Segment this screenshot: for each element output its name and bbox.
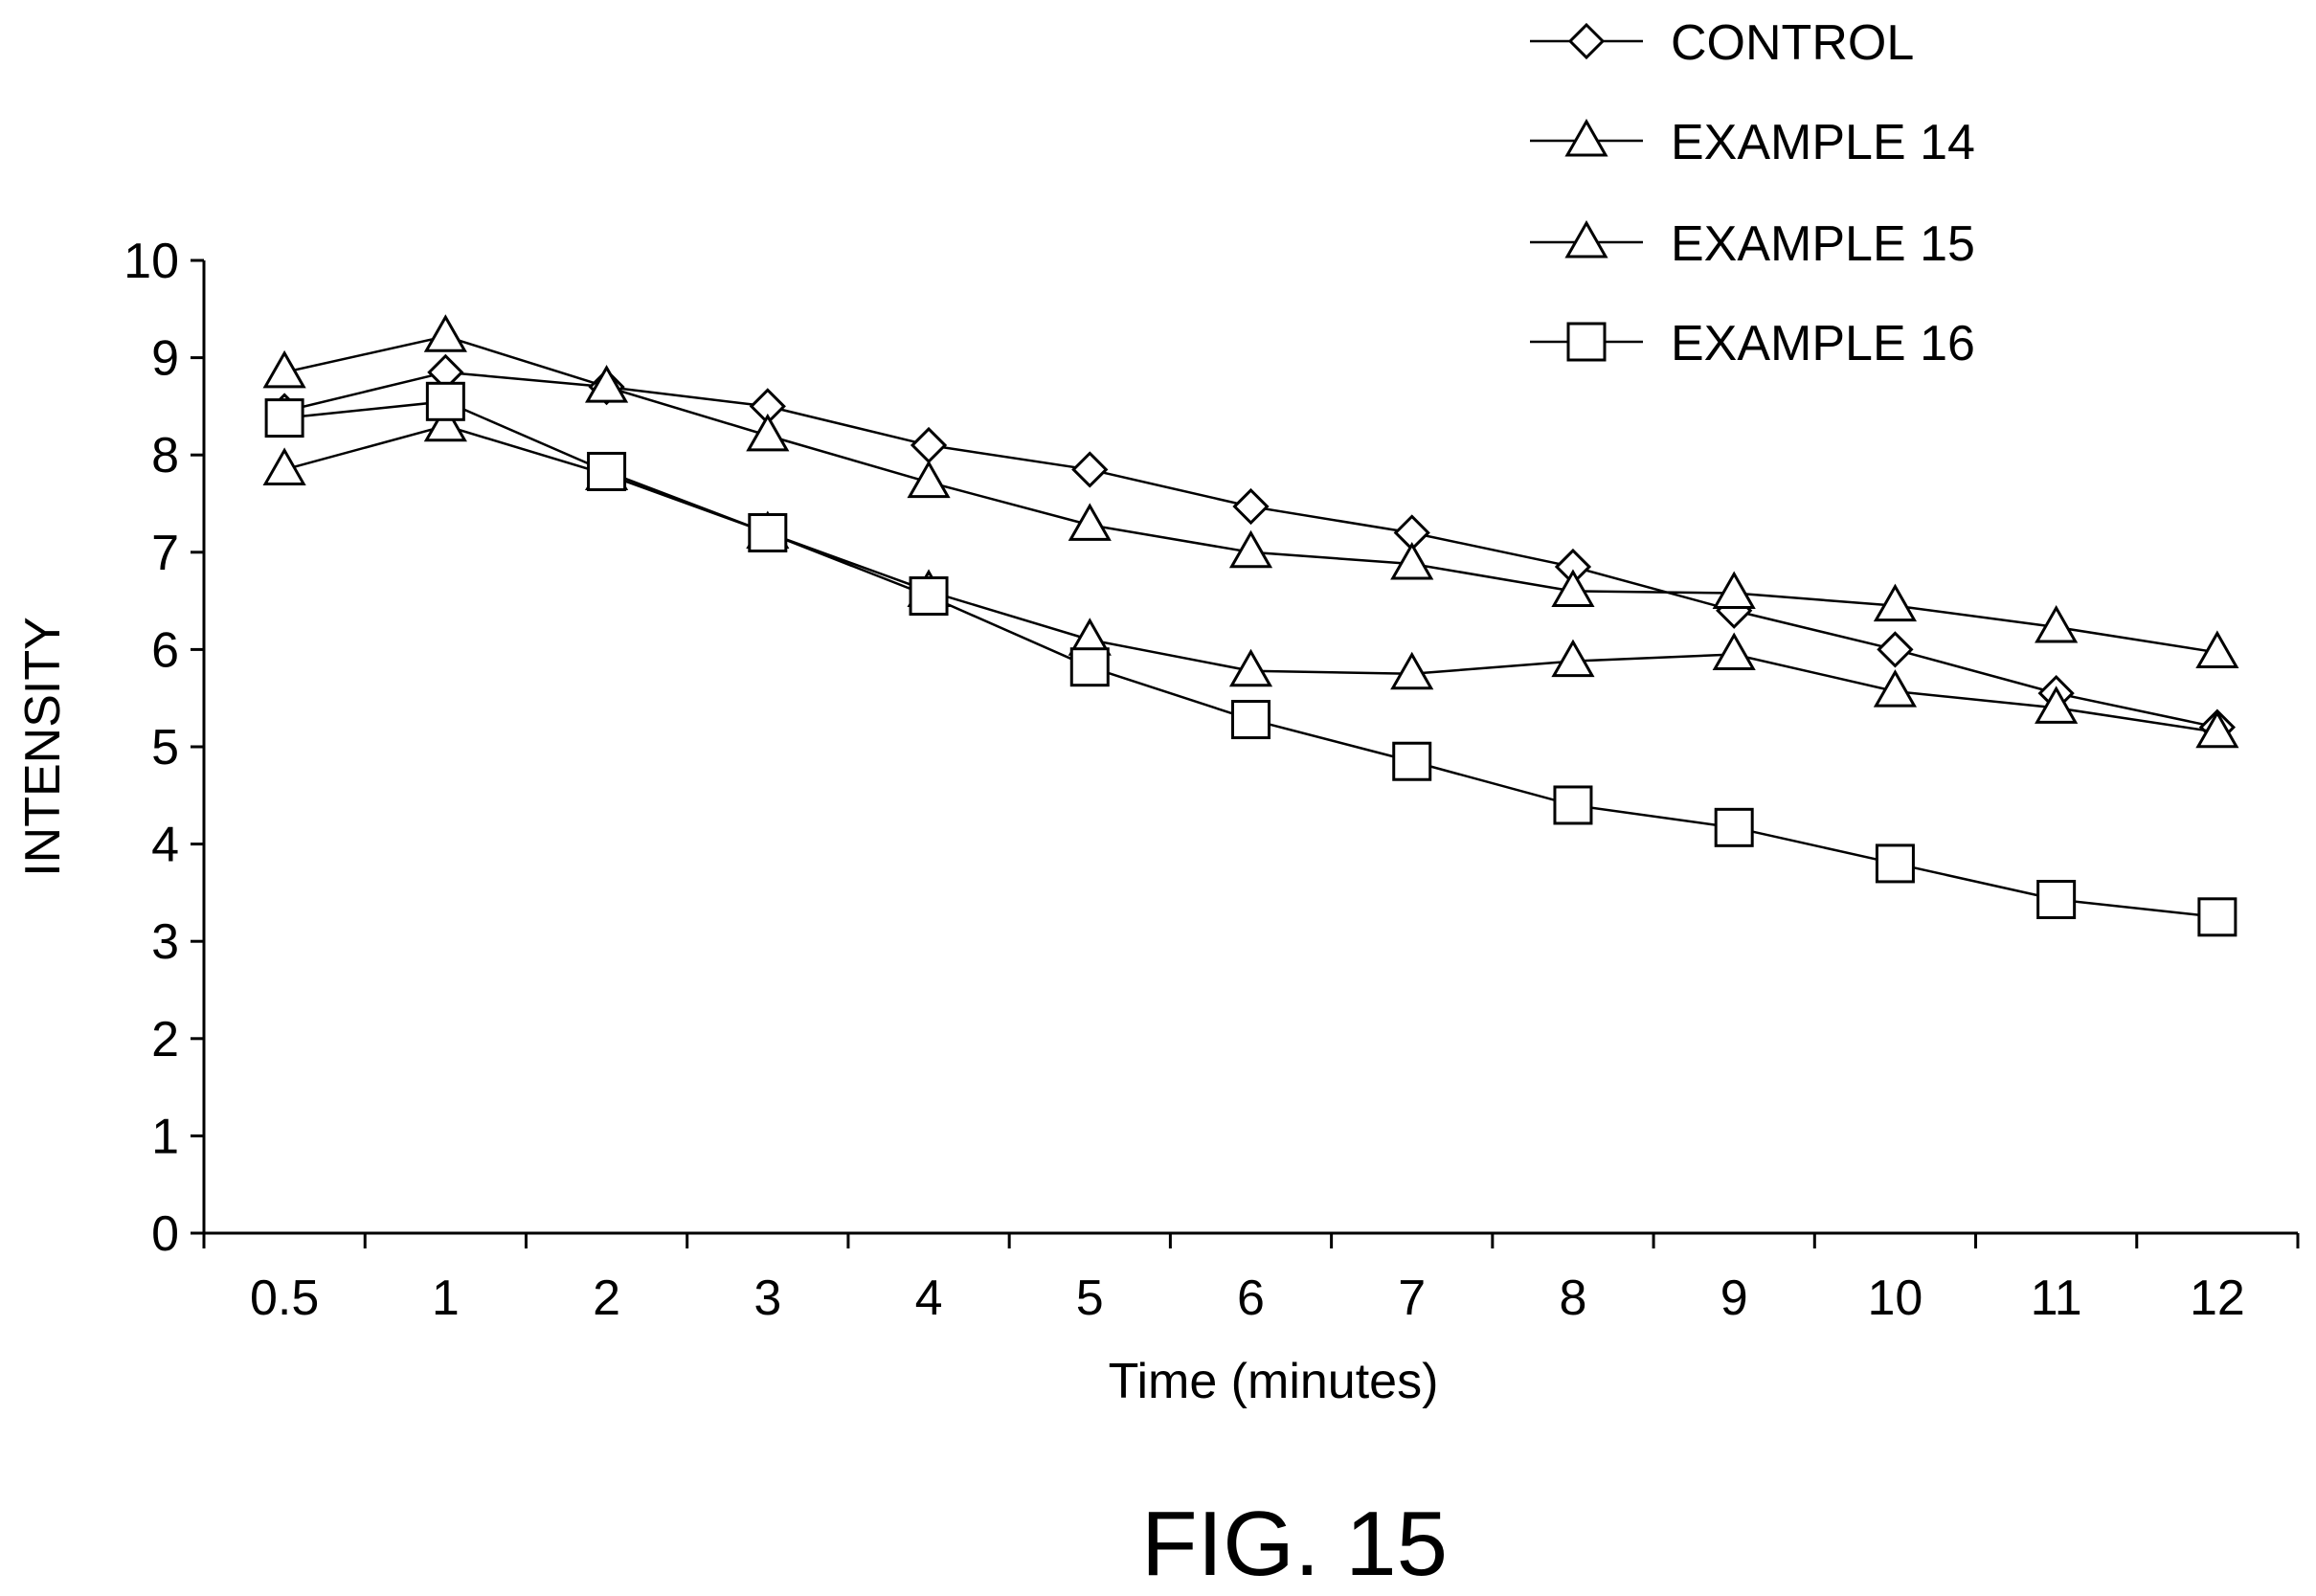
legend-item: CONTROL xyxy=(1530,15,1914,71)
data-point xyxy=(1873,669,1918,708)
legend-item: EXAMPLE 15 xyxy=(1530,216,1975,272)
x-tick-label: 7 xyxy=(1398,1270,1426,1326)
data-point xyxy=(2197,897,2237,937)
data-point xyxy=(423,314,467,352)
data-point xyxy=(1232,487,1270,526)
data-point xyxy=(907,460,951,499)
legend: CONTROL EXAMPLE 14 EXAMPLE 15 EXAMPLE 16 xyxy=(1530,15,1975,371)
legend-marker xyxy=(1564,219,1608,259)
x-tick-label: 9 xyxy=(1720,1270,1748,1326)
x-tick-label: 12 xyxy=(2190,1270,2245,1326)
data-point xyxy=(909,576,949,617)
legend-label: EXAMPLE 15 xyxy=(1671,216,1975,272)
x-axis-label: Time (minutes) xyxy=(1109,1354,1439,1409)
data-point xyxy=(1068,503,1112,541)
data-point xyxy=(1392,741,1432,781)
series-2 xyxy=(262,314,2239,668)
legend-item: EXAMPLE 14 xyxy=(1530,115,1975,170)
data-point xyxy=(1231,700,1270,740)
data-point xyxy=(423,403,467,442)
data-point xyxy=(262,447,306,485)
x-tick-label: 5 xyxy=(1076,1270,1104,1326)
data-point xyxy=(1390,541,1434,580)
y-axis-label: INTENSITY xyxy=(15,617,71,877)
figure-label: FIG. 15 xyxy=(1141,1493,1448,1595)
axes xyxy=(202,260,2298,1235)
x-tick-label: 1 xyxy=(432,1270,460,1326)
x-tick-label: 6 xyxy=(1237,1270,1265,1326)
data-point xyxy=(1875,843,1915,884)
legend-item: EXAMPLE 16 xyxy=(1530,316,1975,371)
legend-label: EXAMPLE 16 xyxy=(1671,316,1975,371)
data-point xyxy=(1877,631,1914,668)
y-tick-label: 8 xyxy=(151,428,179,483)
data-point xyxy=(1873,583,1918,622)
data-point xyxy=(2035,605,2079,643)
data-point xyxy=(1712,571,1756,609)
series-1 xyxy=(262,403,2239,749)
data-point xyxy=(910,426,948,464)
y-tick-label: 4 xyxy=(151,818,179,873)
y-tick-label: 3 xyxy=(151,914,179,970)
y-tick-label: 6 xyxy=(151,622,179,678)
y-tick-label: 0 xyxy=(151,1206,179,1262)
series-3 xyxy=(264,381,2237,937)
data-point xyxy=(1228,648,1273,687)
x-tick-label: 8 xyxy=(1560,1270,1587,1326)
y-ticks: 0 1 2 3 4 5 6 7 8 9 10 xyxy=(124,234,204,1262)
data-point xyxy=(425,381,465,421)
legend-marker xyxy=(1566,322,1607,362)
x-tick-label: 11 xyxy=(2031,1270,2082,1326)
x-ticks: 0.5 1 2 3 4 5 6 7 8 9 10 11 12 xyxy=(202,1233,2300,1326)
y-tick-label: 10 xyxy=(124,234,179,289)
data-point xyxy=(1714,807,1754,847)
data-point xyxy=(746,413,790,452)
data-point xyxy=(1712,632,1756,670)
data-point xyxy=(1390,651,1434,690)
x-tick-label: 4 xyxy=(915,1270,943,1326)
data-point xyxy=(1551,569,1595,607)
data-point xyxy=(262,349,306,389)
legend-marker xyxy=(1564,118,1608,157)
y-tick-label: 2 xyxy=(151,1012,179,1068)
legend-marker xyxy=(1567,22,1606,60)
y-tick-label: 7 xyxy=(151,526,179,581)
data-point xyxy=(2195,709,2239,749)
x-tick-label: 0.5 xyxy=(250,1270,319,1326)
data-point xyxy=(2035,686,2079,724)
data-point xyxy=(2195,630,2239,668)
data-point xyxy=(1553,785,1593,825)
data-point xyxy=(584,365,629,403)
x-tick-label: 3 xyxy=(753,1270,781,1326)
y-tick-label: 5 xyxy=(151,720,179,776)
data-point xyxy=(587,451,627,491)
y-tick-label: 9 xyxy=(151,331,179,387)
x-tick-label: 10 xyxy=(1868,1270,1923,1326)
data-point xyxy=(1551,639,1595,678)
legend-label: CONTROL xyxy=(1671,15,1914,71)
data-point xyxy=(1071,451,1109,488)
data-point xyxy=(264,398,304,438)
series-group xyxy=(262,314,2239,937)
x-tick-label: 2 xyxy=(593,1270,620,1326)
data-point xyxy=(2036,880,2077,920)
data-point xyxy=(1069,647,1110,687)
data-point xyxy=(748,512,788,552)
y-tick-label: 1 xyxy=(151,1109,179,1164)
data-point xyxy=(1228,529,1273,569)
legend-label: EXAMPLE 14 xyxy=(1671,115,1975,170)
